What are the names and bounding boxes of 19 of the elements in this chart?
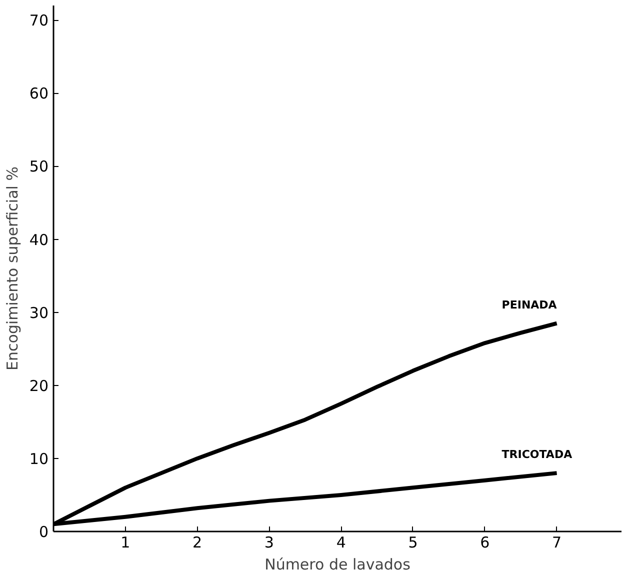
x-tick-label: 6 — [480, 534, 490, 552]
y-tick-label: 0 — [38, 523, 49, 541]
x-tick-label: 2 — [192, 534, 202, 552]
x-tick-label: 3 — [264, 534, 274, 552]
y-tick-label: 60 — [29, 84, 49, 103]
y-tick-label: 30 — [29, 304, 49, 322]
series-label: PEINADA — [502, 298, 558, 312]
x-tick-label: 7 — [552, 534, 562, 552]
x-tick-label: 1 — [120, 534, 130, 552]
y-tick-label: 70 — [29, 12, 49, 30]
y-tick-label: 50 — [29, 158, 49, 176]
series-label: TRICOTADA — [502, 448, 573, 462]
x-tick-label: 4 — [336, 534, 346, 552]
y-axis-title: Encogimiento superficial % — [3, 166, 22, 370]
y-tick-label: 20 — [29, 376, 49, 395]
y-tick-label: 10 — [29, 450, 49, 468]
x-tick-label: 5 — [408, 534, 418, 552]
x-axis-title: Número de lavados — [264, 556, 411, 574]
y-tick-label: 40 — [29, 230, 49, 249]
